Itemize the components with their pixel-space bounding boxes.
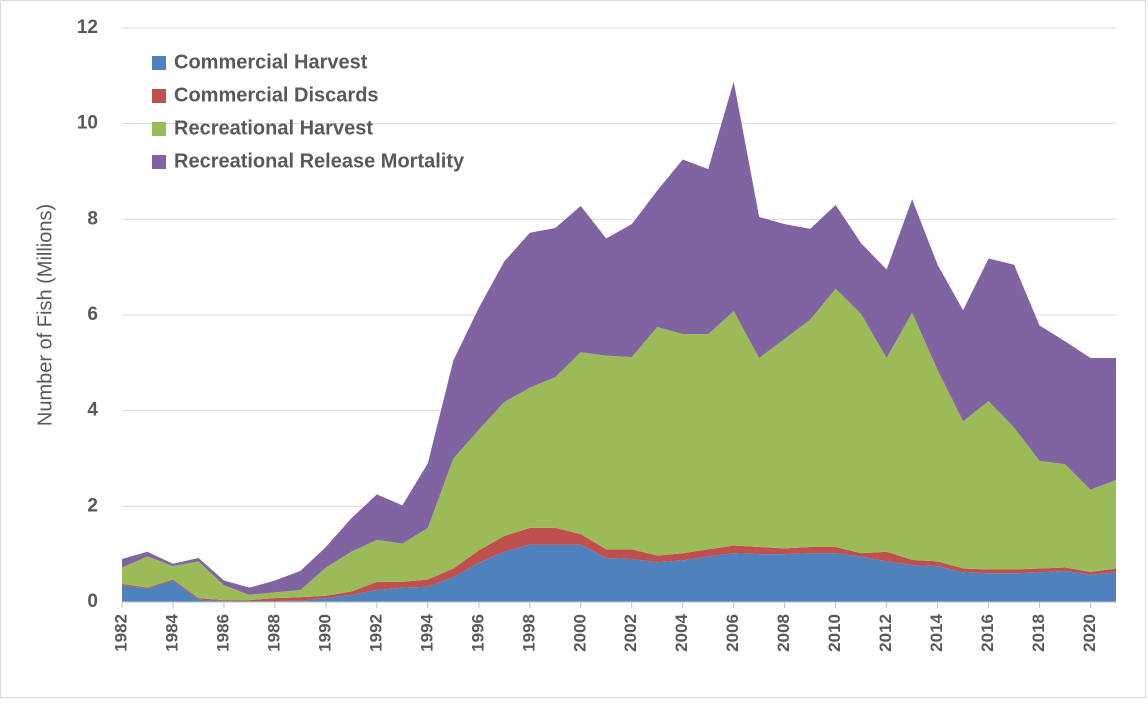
area (122, 544, 1116, 602)
x-tick-label: 2012 (876, 614, 895, 652)
x-tick-label: 2018 (1029, 614, 1048, 652)
x-tick-label: 1998 (519, 614, 538, 652)
y-tick-label: 12 (77, 17, 98, 38)
area (122, 81, 1116, 595)
legend-label: Recreational Harvest (174, 117, 373, 139)
area (122, 527, 1116, 602)
x-tick-label: 1986 (213, 614, 232, 652)
x-tick-label: 2010 (825, 614, 844, 652)
x-tick-label: 2002 (621, 614, 640, 652)
x-tick-label: 2006 (723, 614, 742, 652)
legend-label: Commercial Harvest (174, 51, 368, 73)
y-tick-label: 0 (87, 591, 98, 612)
legend-swatch (152, 56, 166, 70)
x-tick-label: 1984 (162, 613, 181, 651)
x-tick-label: 1988 (264, 614, 283, 652)
legend-label: Recreational Release Mortality (174, 150, 465, 172)
y-tick-label: 2 (87, 495, 98, 516)
x-tick-label: 2014 (927, 613, 946, 651)
legend-swatch (152, 155, 166, 169)
x-tick-label: 1990 (315, 614, 334, 652)
legend-swatch (152, 89, 166, 103)
y-tick-label: 8 (87, 208, 98, 229)
y-tick-label: 6 (87, 304, 98, 325)
area (122, 288, 1116, 601)
x-tick-label: 1996 (468, 614, 487, 652)
x-tick-label: 1992 (366, 614, 385, 652)
x-tick-label: 2020 (1080, 614, 1099, 652)
x-tick-label: 2016 (978, 614, 997, 652)
legend-label: Commercial Discards (174, 84, 379, 106)
y-axis-label: Number of Fish (Millions) (34, 204, 56, 426)
legend-swatch (152, 122, 166, 136)
y-tick-label: 4 (87, 400, 98, 421)
y-tick-label: 10 (77, 113, 98, 134)
x-tick-label: 2008 (774, 614, 793, 652)
x-tick-label: 2004 (672, 613, 691, 651)
x-tick-label: 1994 (417, 613, 436, 651)
x-tick-label: 1982 (111, 614, 130, 652)
x-tick-label: 2000 (570, 614, 589, 652)
